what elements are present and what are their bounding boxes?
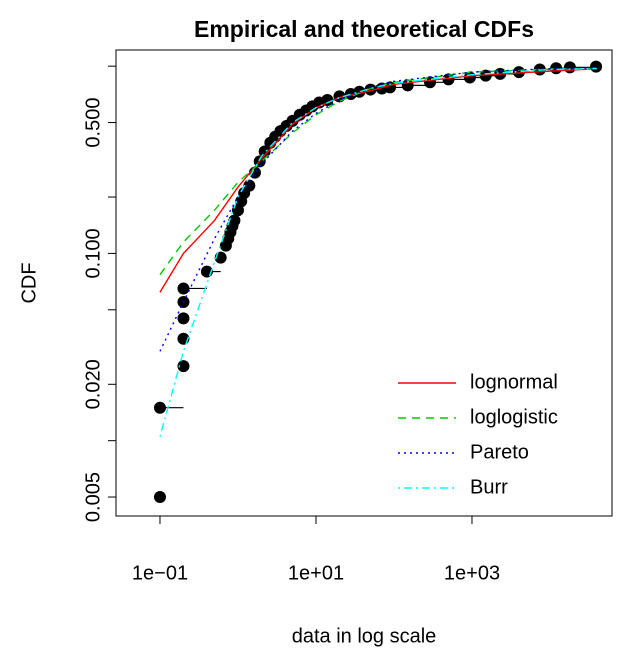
- ecdf-point: [153, 401, 166, 414]
- ecdf-point: [177, 282, 190, 295]
- legend-label: Burr: [470, 476, 508, 498]
- ecdf-point: [479, 69, 492, 82]
- ecdf-point: [563, 61, 576, 74]
- ecdf-point: [590, 60, 603, 73]
- ecdf-point: [512, 66, 525, 79]
- ecdf-point: [177, 360, 190, 373]
- x-tick-label: 1e−01: [132, 562, 188, 584]
- x-tick-label: 1e+01: [288, 562, 344, 584]
- legend-label: lognormal: [470, 371, 558, 393]
- ecdf-point: [153, 491, 166, 504]
- ecdf-point: [228, 214, 241, 227]
- ecdf-point: [258, 145, 271, 158]
- y-tick-label: 0.005: [82, 472, 104, 522]
- plot-frame: [115, 49, 613, 517]
- y-axis-label: CDF: [18, 262, 40, 303]
- x-axis-label: data in log scale: [292, 625, 437, 647]
- y-tick-label: 0.100: [82, 228, 104, 278]
- cdf-curve: [159, 67, 597, 437]
- ecdf-point: [321, 93, 334, 106]
- chart-title: Empirical and theoretical CDFs: [194, 16, 534, 42]
- cdf-curve: [159, 67, 597, 352]
- ecdf-point: [177, 312, 190, 325]
- legend-label: loglogistic: [470, 406, 558, 428]
- legend-label: Pareto: [470, 441, 529, 463]
- ecdf-point: [364, 83, 377, 96]
- ecdf-point: [384, 81, 397, 94]
- ecdf-point: [243, 179, 256, 192]
- y-tick-label: 0.020: [82, 359, 104, 409]
- y-tick-label: 0.500: [82, 98, 104, 148]
- cdf-curve: [159, 67, 597, 276]
- x-tick-label: 1e+03: [444, 562, 500, 584]
